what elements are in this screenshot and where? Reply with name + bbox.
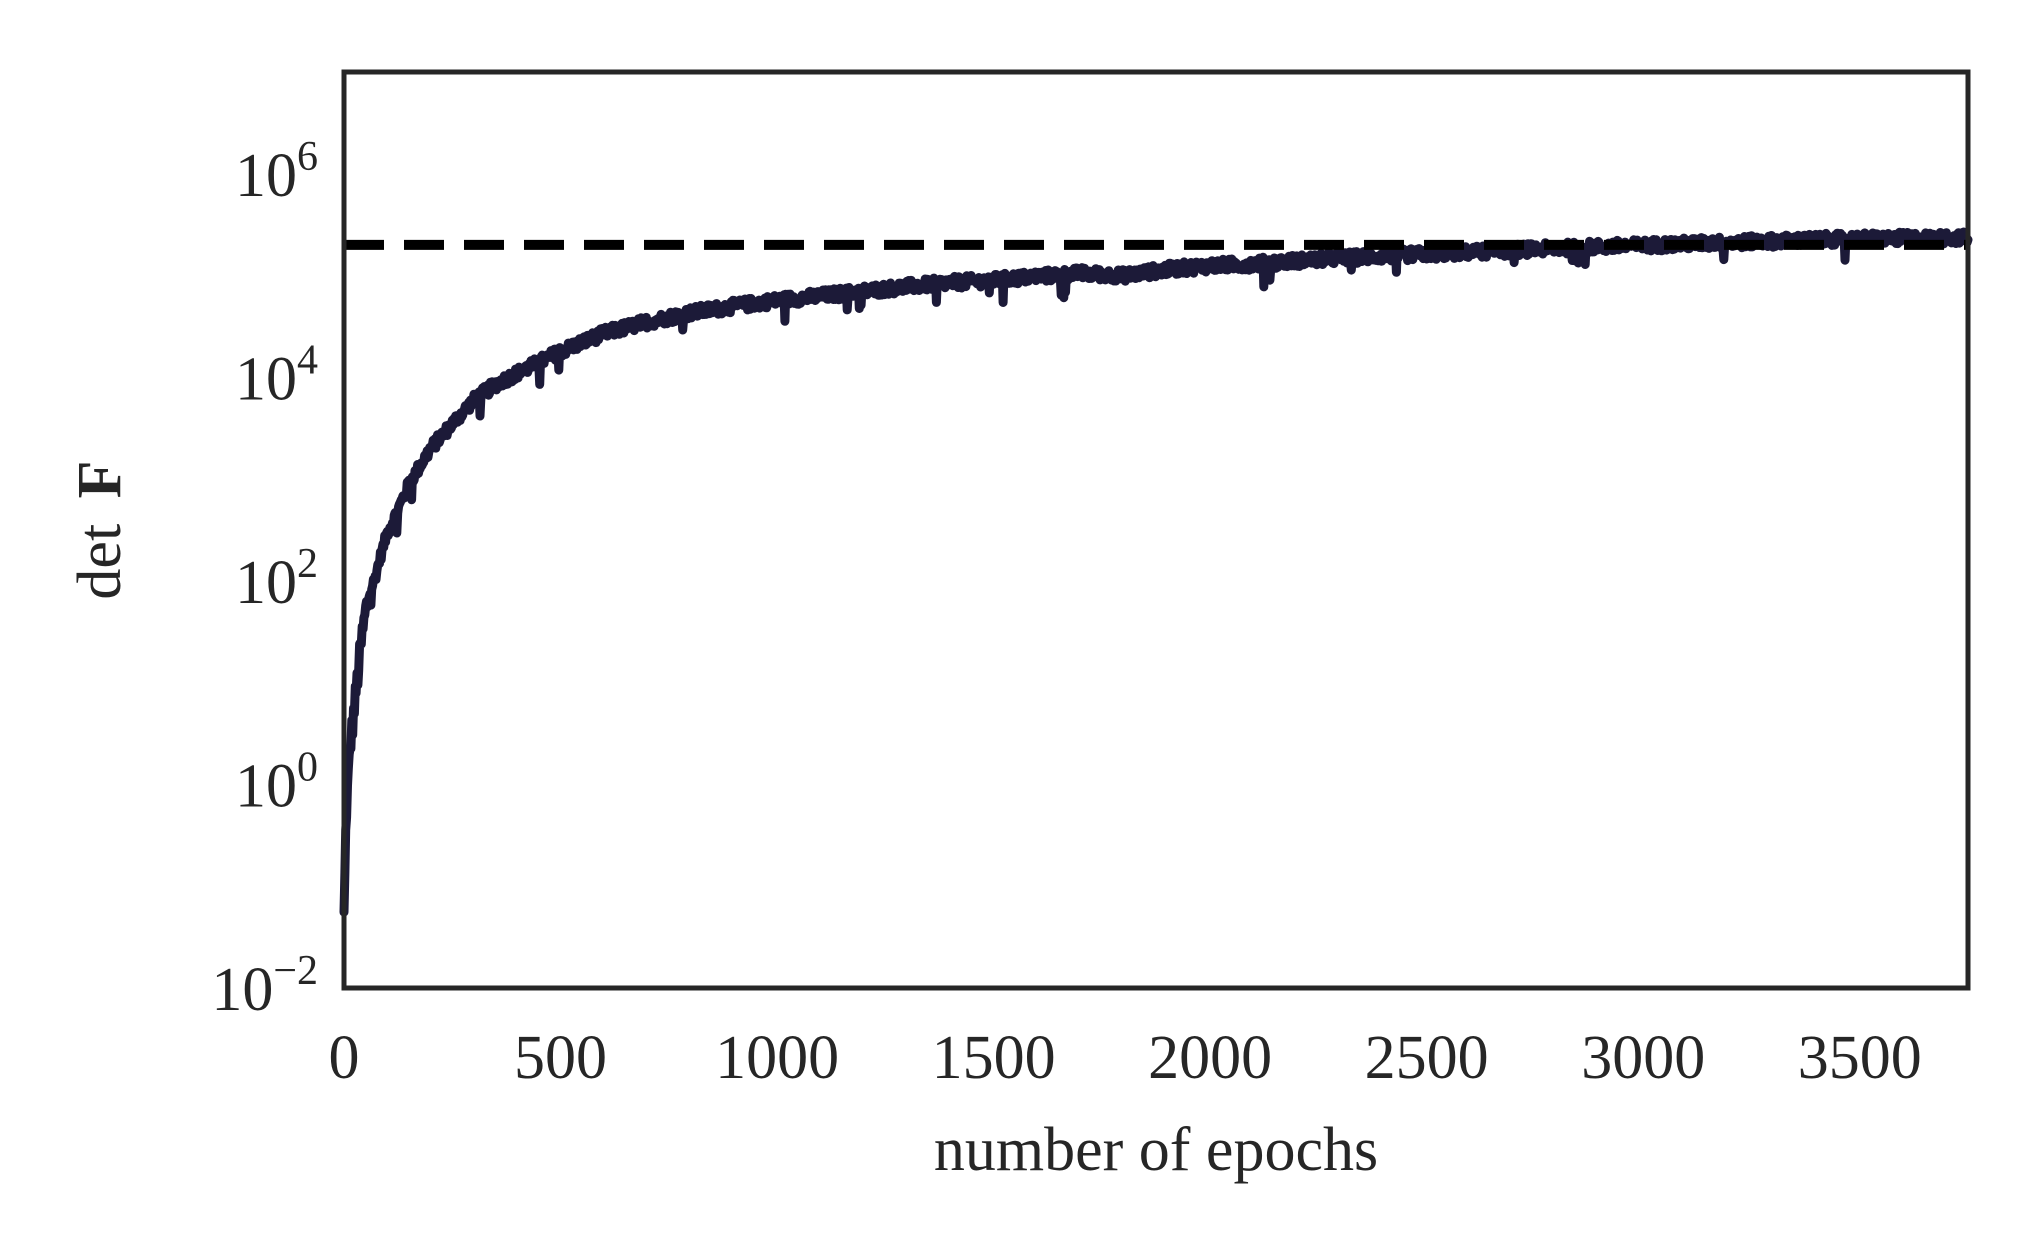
y-tick-label: 10−2 [211,948,318,1024]
y-tick-exponent: 6 [297,134,318,180]
y-tick-base: 10 [235,549,297,617]
y-tick-exponent: 4 [297,337,318,383]
y-tick-base: 10 [235,752,297,820]
x-axis-label: number of epochs [934,1116,1378,1184]
y-tick-label: 102 [235,541,318,617]
y-tick-base: 10 [235,142,297,210]
y-axis-label-prefix: det [66,524,134,600]
y-tick-base: 10 [211,956,273,1024]
y-tick-exponent: 2 [297,541,318,587]
y-tick-label: 100 [235,744,318,820]
x-tick-label: 500 [514,1024,607,1092]
y-tick-label: 104 [235,337,318,413]
y-tick-exponent: −2 [273,948,318,994]
x-axis-ticks: 0 500 1000 1500 2000 2500 3000 3500 [329,1024,1922,1092]
y-axis-label-symbol: F [66,460,134,498]
y-tick-label: 106 [235,134,318,210]
y-axis-label: det F [66,460,134,599]
x-tick-label: 2000 [1148,1024,1272,1092]
y-tick-base: 10 [235,345,297,413]
y-tick-exponent: 0 [297,744,318,790]
plot-frame [341,69,1971,991]
x-tick-label: 3500 [1798,1024,1922,1092]
x-tick-label: 1500 [932,1024,1056,1092]
x-tick-label: 3000 [1581,1024,1705,1092]
x-tick-label: 2500 [1365,1024,1489,1092]
x-tick-label: 0 [329,1024,360,1092]
x-tick-label: 1000 [715,1024,839,1092]
